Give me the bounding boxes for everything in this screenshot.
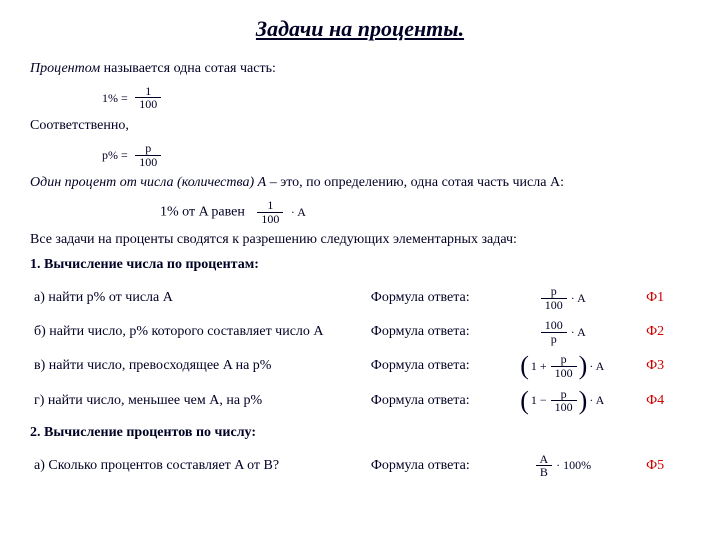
table-row: б) найти число, p% которого составляет ч… xyxy=(30,315,690,349)
table-row: а) найти p% от числа AФормула ответа:p10… xyxy=(30,281,690,315)
table-row: г) найти число, меньшее чем A, на p%Форм… xyxy=(30,384,690,418)
formula-cell: (1 +p100)· A xyxy=(484,349,642,383)
section-1: 1. Вычисление числа по процентам: xyxy=(30,256,690,275)
formula-label: Формула ответа: xyxy=(367,281,485,315)
task-text: а) найти p% от числа A xyxy=(30,281,367,315)
formula-cell: p100· A xyxy=(484,281,642,315)
formula-label: Формула ответа: xyxy=(367,449,485,483)
sootv-label: Соответственно, xyxy=(30,117,690,136)
def-percent: Процентом называется одна сотая часть: xyxy=(30,60,690,79)
formula-cell: 100p· A xyxy=(484,315,642,349)
task-text: в) найти число, превосходящее A на p% xyxy=(30,349,367,383)
formula-cell: (1 −p100)· A xyxy=(484,384,642,418)
phi-label: Ф3 xyxy=(642,349,690,383)
phi-label: Ф5 xyxy=(642,449,690,483)
formula-1pct: 1% = 1100 xyxy=(100,85,690,111)
one-pct-rhs: · A xyxy=(291,204,306,220)
formula-label: Формула ответа: xyxy=(367,384,485,418)
task-table: а) найти p% от числа AФормула ответа:p10… xyxy=(30,281,690,418)
formula-label: Формула ответа: xyxy=(367,349,485,383)
task-text: г) найти число, меньшее чем A, на p% xyxy=(30,384,367,418)
task-text: б) найти число, p% которого составляет ч… xyxy=(30,315,367,349)
section-2: 2. Вычисление процентов по числу: xyxy=(30,424,690,443)
one-pct-lhs: 1% от A равен xyxy=(160,204,245,219)
task-table-2: а) Сколько процентов составляет A от B? … xyxy=(30,449,690,483)
phi-label: Ф4 xyxy=(642,384,690,418)
percent-word: Процентом xyxy=(30,61,100,76)
table-row: в) найти число, превосходящее A на p%Фор… xyxy=(30,349,690,383)
one-percent-rest: – это, по определению, одна сотая часть … xyxy=(266,175,564,190)
one-percent-label: Один процент от числа (количества) A xyxy=(30,175,266,190)
formula-cell: AB· 100% xyxy=(485,449,642,483)
formula-ppct: p% = p100 xyxy=(100,142,690,168)
phi-label: Ф1 xyxy=(642,281,690,315)
formula-label: Формула ответа: xyxy=(367,315,485,349)
formula-1pct-lhs: 1% = xyxy=(102,90,128,106)
phi-label: Ф2 xyxy=(642,315,690,349)
table-row: а) Сколько процентов составляет A от B? … xyxy=(30,449,690,483)
percent-rest: называется одна сотая часть: xyxy=(100,61,276,76)
def-one-percent: Один процент от числа (количества) A – э… xyxy=(30,174,690,193)
formula-ppct-lhs: p% = xyxy=(102,147,128,163)
page-title: Задачи на проценты. xyxy=(30,16,690,42)
formula-one-pct-A: 1% от A равен 1100 · A xyxy=(160,199,690,225)
task-text: а) Сколько процентов составляет A от B? xyxy=(30,449,367,483)
all-tasks-line: Все задачи на проценты сводятся к разреш… xyxy=(30,231,690,250)
